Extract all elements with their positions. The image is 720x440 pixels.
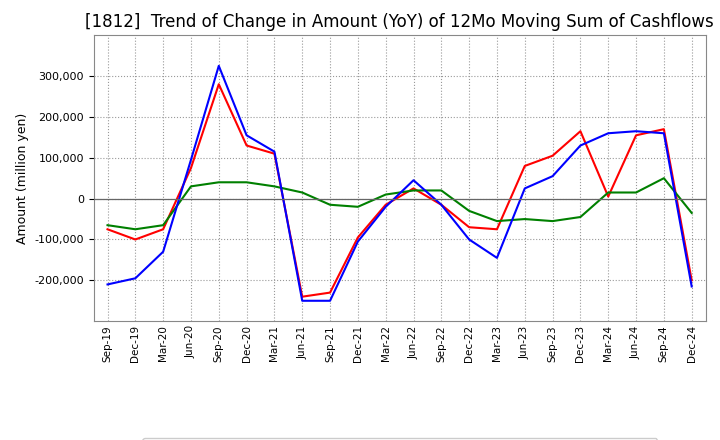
Investing Cashflow	[215, 180, 223, 185]
Investing Cashflow	[604, 190, 613, 195]
Operating Cashflow	[492, 227, 501, 232]
Operating Cashflow	[159, 227, 168, 232]
Investing Cashflow	[576, 214, 585, 220]
Free Cashflow	[688, 284, 696, 289]
Operating Cashflow	[465, 224, 474, 230]
Investing Cashflow	[631, 190, 640, 195]
Operating Cashflow	[298, 294, 307, 299]
Free Cashflow	[382, 204, 390, 209]
Free Cashflow	[186, 157, 195, 162]
Investing Cashflow	[382, 192, 390, 197]
Operating Cashflow	[270, 151, 279, 156]
Free Cashflow	[270, 149, 279, 154]
Free Cashflow	[604, 131, 613, 136]
Investing Cashflow	[242, 180, 251, 185]
Operating Cashflow	[521, 163, 529, 169]
Free Cashflow	[325, 298, 334, 304]
Investing Cashflow	[131, 227, 140, 232]
Line: Free Cashflow: Free Cashflow	[107, 66, 692, 301]
Investing Cashflow	[521, 216, 529, 222]
Free Cashflow	[159, 249, 168, 254]
Free Cashflow	[492, 255, 501, 260]
Free Cashflow	[631, 128, 640, 134]
Free Cashflow	[549, 173, 557, 179]
Free Cashflow	[354, 239, 362, 244]
Investing Cashflow	[492, 218, 501, 224]
Free Cashflow	[215, 63, 223, 69]
Free Cashflow	[660, 131, 668, 136]
Free Cashflow	[242, 132, 251, 138]
Operating Cashflow	[103, 227, 112, 232]
Line: Operating Cashflow: Operating Cashflow	[107, 84, 692, 297]
Operating Cashflow	[437, 202, 446, 207]
Free Cashflow	[298, 298, 307, 304]
Operating Cashflow	[325, 290, 334, 295]
Operating Cashflow	[688, 278, 696, 283]
Investing Cashflow	[688, 210, 696, 216]
Free Cashflow	[465, 237, 474, 242]
Title: [1812]  Trend of Change in Amount (YoY) of 12Mo Moving Sum of Cashflows: [1812] Trend of Change in Amount (YoY) o…	[85, 13, 714, 31]
Operating Cashflow	[660, 127, 668, 132]
Operating Cashflow	[409, 186, 418, 191]
Investing Cashflow	[465, 208, 474, 213]
Operating Cashflow	[242, 143, 251, 148]
Investing Cashflow	[159, 223, 168, 228]
Operating Cashflow	[215, 81, 223, 87]
Operating Cashflow	[186, 165, 195, 171]
Investing Cashflow	[270, 184, 279, 189]
Free Cashflow	[437, 202, 446, 207]
Investing Cashflow	[298, 190, 307, 195]
Legend: Operating Cashflow, Investing Cashflow, Free Cashflow: Operating Cashflow, Investing Cashflow, …	[142, 438, 657, 440]
Operating Cashflow	[631, 132, 640, 138]
Free Cashflow	[521, 186, 529, 191]
Investing Cashflow	[354, 204, 362, 209]
Investing Cashflow	[186, 184, 195, 189]
Operating Cashflow	[549, 153, 557, 158]
Operating Cashflow	[382, 202, 390, 207]
Free Cashflow	[131, 275, 140, 281]
Y-axis label: Amount (million yen): Amount (million yen)	[16, 113, 29, 244]
Investing Cashflow	[549, 218, 557, 224]
Investing Cashflow	[103, 223, 112, 228]
Investing Cashflow	[660, 176, 668, 181]
Investing Cashflow	[409, 188, 418, 193]
Free Cashflow	[103, 282, 112, 287]
Free Cashflow	[409, 178, 418, 183]
Operating Cashflow	[576, 128, 585, 134]
Operating Cashflow	[131, 237, 140, 242]
Line: Investing Cashflow: Investing Cashflow	[107, 178, 692, 229]
Operating Cashflow	[354, 235, 362, 240]
Free Cashflow	[576, 143, 585, 148]
Operating Cashflow	[604, 194, 613, 199]
Investing Cashflow	[325, 202, 334, 207]
Investing Cashflow	[437, 188, 446, 193]
